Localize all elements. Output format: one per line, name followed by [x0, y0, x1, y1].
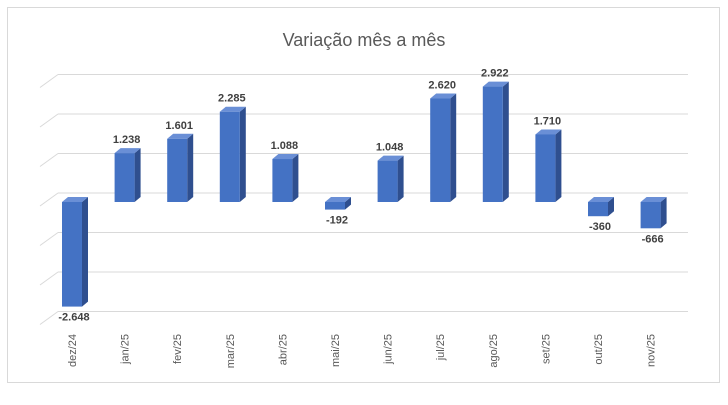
- data-label: -360: [589, 221, 611, 233]
- x-tick-label: fev/25: [172, 334, 184, 364]
- data-label: -192: [326, 215, 348, 227]
- data-label: 2.285: [218, 93, 246, 105]
- bar: [325, 202, 345, 210]
- bar-top: [167, 133, 194, 139]
- bar: [62, 202, 82, 307]
- bar-side: [450, 93, 457, 202]
- x-tick-label: ago/25: [488, 334, 500, 368]
- x-tick-label: jul/25: [435, 334, 447, 361]
- data-label: 1.710: [534, 115, 562, 127]
- data-label: 1.048: [376, 142, 404, 154]
- bar-top: [62, 197, 88, 202]
- bar: [482, 86, 503, 202]
- bar-side: [134, 148, 141, 202]
- x-tick-label: jun/25: [383, 334, 395, 365]
- bar-top: [272, 154, 299, 160]
- bar-side: [292, 154, 299, 202]
- bar-side: [555, 129, 562, 202]
- bar-top: [588, 197, 614, 202]
- bar: [640, 202, 661, 229]
- bar-side: [502, 81, 509, 202]
- bar: [219, 111, 240, 202]
- x-tick-label: set/25: [540, 334, 552, 364]
- x-tick-label: dez/24: [67, 334, 79, 367]
- bar-side: [608, 197, 614, 217]
- bar-top: [114, 148, 141, 154]
- gridline-stub: [39, 192, 59, 207]
- bar: [377, 160, 398, 202]
- data-label: 1.088: [271, 140, 299, 152]
- data-label: 1.601: [165, 120, 193, 132]
- x-tick-label: jan/25: [120, 334, 132, 365]
- bar-top: [430, 93, 457, 99]
- data-label: 1.238: [113, 134, 141, 146]
- bar-top: [325, 197, 351, 202]
- data-label: 2.620: [428, 80, 456, 92]
- bar-top: [482, 81, 509, 87]
- bar-top: [640, 197, 667, 202]
- bar: [535, 134, 556, 202]
- x-tick-label: nov/25: [646, 334, 658, 367]
- bar-top: [535, 129, 562, 135]
- gridline-stub: [39, 74, 59, 88]
- gridline-stub: [39, 153, 59, 167]
- x-tick-label: mar/25: [225, 334, 237, 368]
- bar: [430, 98, 451, 202]
- gridline-stub: [39, 232, 59, 246]
- x-tick-label: mai/25: [330, 334, 342, 367]
- bar: [167, 138, 188, 202]
- gridline-stub: [39, 113, 59, 128]
- bar-side: [345, 197, 351, 210]
- bar-side: [239, 106, 246, 202]
- x-tick-label: abr/25: [277, 334, 289, 365]
- chart-title: Variação mês a mês: [282, 30, 446, 50]
- gridline-stub: [39, 271, 59, 286]
- bar-side: [187, 133, 194, 202]
- bar: [272, 159, 293, 202]
- bar-side: [82, 197, 88, 307]
- data-label: 2.922: [481, 68, 509, 80]
- x-tick-label: out/25: [593, 334, 605, 365]
- gridline-stub: [39, 311, 59, 325]
- bar-top: [377, 155, 404, 161]
- bar-side: [660, 197, 667, 229]
- bar-side: [397, 155, 404, 202]
- bar: [114, 153, 135, 202]
- data-label: -2.648: [58, 312, 89, 324]
- bar-top: [219, 106, 246, 112]
- bar: [588, 202, 608, 217]
- data-label: -666: [642, 233, 664, 245]
